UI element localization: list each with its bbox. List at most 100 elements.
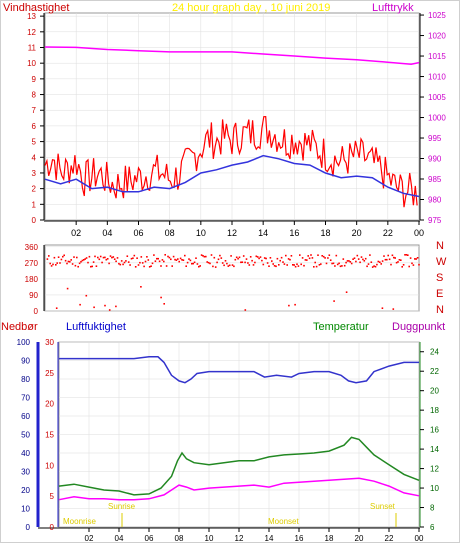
direction-tick-label: 360	[25, 243, 39, 252]
direction-point	[241, 261, 244, 263]
direction-point	[147, 259, 150, 261]
temperatur-tick-label: 10	[430, 484, 439, 493]
direction-point	[242, 255, 245, 257]
wind-series-line-2	[44, 154, 420, 198]
direction-point	[139, 261, 141, 264]
direction-point	[136, 257, 138, 259]
direction-point	[279, 259, 281, 262]
direction-point	[349, 261, 352, 263]
direction-tick-label: 90	[29, 291, 38, 300]
direction-point	[111, 256, 113, 259]
wind-x-tick-label: 10	[196, 228, 206, 238]
direction-point	[362, 258, 364, 261]
direction-point	[313, 266, 315, 268]
direction-point	[388, 258, 391, 261]
wind-x-tick-label: 20	[352, 228, 362, 238]
direction-point	[78, 262, 81, 265]
temp-series-line-0	[59, 356, 419, 384]
direction-tick-label: 0	[34, 307, 39, 316]
direction-point	[251, 259, 253, 262]
temp-x-tick-label: 18	[325, 534, 334, 543]
direction-point	[390, 263, 392, 266]
direction-point	[209, 262, 211, 265]
direction-point	[273, 265, 276, 267]
direction-point	[343, 264, 346, 267]
direction-point	[192, 262, 194, 265]
direction-point	[352, 258, 354, 260]
temperatur-tick-label: 6	[430, 523, 435, 532]
direction-point	[217, 258, 220, 261]
direction-point	[170, 258, 172, 261]
wind-tick-label: 13	[27, 12, 36, 21]
direction-point	[356, 254, 359, 257]
direction-point	[213, 256, 216, 259]
temp-x-tick-label: 06	[145, 534, 154, 543]
wind-series	[44, 46, 420, 208]
direction-point	[360, 256, 363, 258]
direction-point	[88, 255, 91, 258]
direction-point	[322, 255, 325, 258]
direction-point	[265, 257, 267, 260]
direction-point	[137, 264, 140, 266]
direction-point	[158, 260, 161, 263]
direction-point	[90, 265, 92, 268]
direction-point	[184, 254, 186, 257]
direction-point	[357, 258, 360, 260]
direction-point	[200, 254, 203, 256]
temp-x-tick-label: 10	[205, 534, 214, 543]
direction-point	[105, 258, 108, 261]
direction-point	[308, 257, 311, 260]
direction-point	[404, 254, 406, 256]
luftfuktighet-tick-label: 10	[45, 461, 54, 470]
direction-point	[373, 265, 375, 267]
direction-point	[317, 254, 319, 256]
pressure-tick-label: 995	[428, 134, 442, 143]
direction-point	[339, 265, 342, 268]
direction-point	[163, 303, 165, 305]
direction-point	[125, 260, 127, 262]
direction-point	[363, 260, 366, 262]
direction-point	[240, 261, 242, 264]
duggpunkt-label: Duggpunkt	[392, 321, 445, 333]
direction-point	[182, 259, 185, 261]
direction-point	[133, 254, 136, 257]
direction-point	[64, 259, 67, 262]
direction-point	[408, 265, 410, 268]
pressure-tick-label: 980	[428, 196, 442, 205]
direction-point	[83, 259, 85, 261]
wind-tick-label: 2	[32, 185, 37, 194]
direction-point	[108, 309, 111, 311]
direction-point	[224, 260, 227, 262]
direction-point	[304, 259, 307, 261]
direction-point	[263, 257, 266, 259]
direction-point	[106, 258, 109, 260]
nedbor-tick-label: 40	[21, 449, 30, 458]
direction-point	[238, 256, 241, 259]
direction-point	[196, 263, 199, 265]
direction-point	[244, 261, 246, 264]
nedbor-tick-label: 30	[21, 468, 30, 477]
direction-point	[328, 254, 331, 256]
direction-point	[278, 264, 280, 266]
direction-point	[247, 262, 249, 264]
direction-point	[57, 256, 60, 258]
direction-point	[74, 264, 77, 267]
direction-point	[60, 258, 63, 261]
direction-point	[118, 262, 120, 265]
nedbor-tick-label: 10	[21, 505, 30, 514]
temp-x-tick-label: 12	[235, 534, 244, 543]
direction-point	[380, 263, 382, 265]
direction-point	[327, 257, 329, 259]
direction-point	[46, 258, 49, 260]
direction-point	[230, 255, 232, 257]
direction-point	[220, 257, 223, 259]
pressure-tick-label: 990	[428, 155, 442, 164]
luftfuktighet-ticks: 0 5 10 15 20 25 30	[45, 338, 54, 532]
direction-point	[146, 256, 148, 258]
temp-series	[58, 356, 420, 501]
nedbor-tick-label: 50	[21, 431, 30, 440]
direction-point	[287, 258, 290, 260]
pressure-tick-label: 1000	[428, 114, 446, 123]
temperatur-label: Temperatur	[313, 321, 369, 333]
